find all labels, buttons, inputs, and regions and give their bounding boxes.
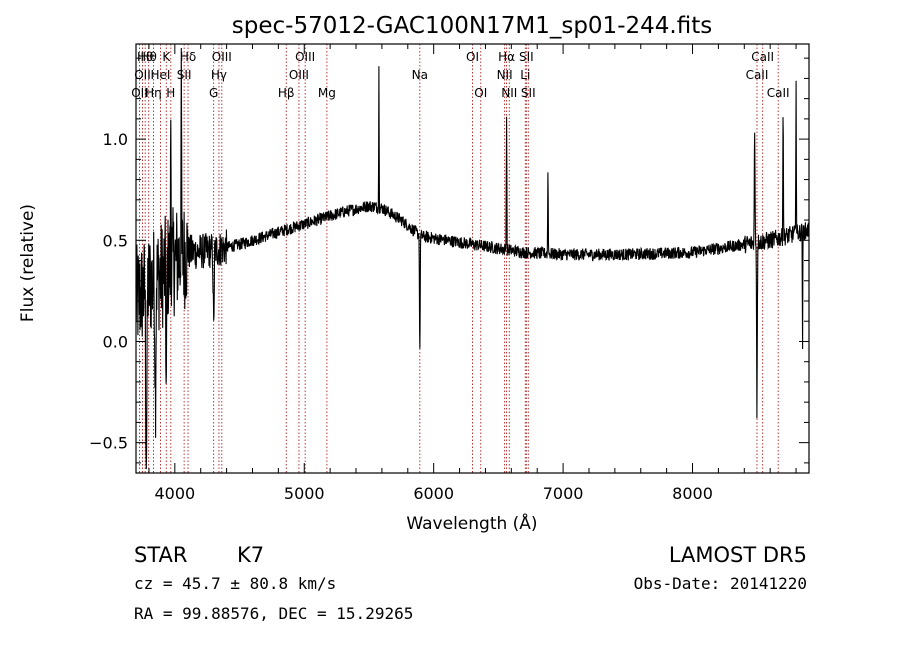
x-axis-ticks: 4000 5000 6000 7000 8000 [148,44,797,503]
y-axis-label: Flux (relative) [18,204,38,322]
coordinates: RA = 99.88576, DEC = 15.29265 [134,604,413,623]
line-label-27: CaII [751,50,774,64]
chart-title: spec-57012-GAC100N17M1_sp01-244.fits [232,13,712,39]
spectral-line-markers [139,44,779,473]
survey-name: LAMOST DR5 [669,543,807,567]
x-tick-label-2: 6000 [413,484,454,503]
line-label-3: Hθ [140,50,156,64]
line-label-26: CaII [746,68,769,82]
line-label-0: OII [131,86,148,100]
line-label-20: NII [497,68,513,82]
obs-date: Obs-Date: 20141220 [634,574,807,593]
x-tick-label-0: 4000 [154,484,195,503]
line-label-6: K [162,50,171,64]
line-label-14: OIII [289,68,309,82]
y-tick-label-0: −0.5 [89,434,128,453]
line-label-21: Hα [498,50,515,64]
line-label-17: Na [412,68,428,82]
line-label-13: Hβ [278,86,295,100]
line-label-28: CaII [767,86,790,100]
spectrum-line [135,47,810,470]
line-label-10: G [209,86,218,100]
line-label-7: H [166,86,175,100]
line-label-16: Mg [318,86,336,100]
line-label-24: SII [519,50,534,64]
line-label-8: SII [177,68,192,82]
line-label-23: Li [520,68,530,82]
object-subclass: K7 [237,543,264,567]
line-label-5: HeI [150,68,170,82]
x-tick-label-1: 5000 [284,484,325,503]
y-tick-label-2: 0.5 [103,231,128,250]
line-label-9: Hδ [180,50,196,64]
object-class: STAR [134,543,187,567]
x-axis-label: Wavelength (Å) [406,512,537,534]
line-label-1: OII [134,68,151,82]
line-label-15: OIII [295,50,315,64]
line-label-12: OIII [212,50,232,64]
x-tick-label-4: 8000 [672,484,713,503]
y-axis-ticks: −0.5 0.0 0.5 1.0 [89,57,809,464]
y-tick-label-3: 1.0 [103,130,128,149]
redshift-info: cz = 45.7 ± 80.8 km/s [134,574,336,593]
line-label-22: NII [501,86,517,100]
line-label-18: OI [466,50,479,64]
line-label-19: OI [474,86,487,100]
x-tick-label-3: 7000 [543,484,584,503]
line-label-4: Hη [145,86,162,100]
y-tick-label-1: 0.0 [103,332,128,351]
spectral-line-labels: OIIOIIHθHθHηHeIKHSIIHδGHγOIIIHβOIIIOIIIM… [131,50,789,100]
line-label-25: SII [521,86,536,100]
line-label-2: Hθ [137,50,153,64]
plot-frame [135,43,810,474]
line-label-11: Hγ [211,68,227,82]
